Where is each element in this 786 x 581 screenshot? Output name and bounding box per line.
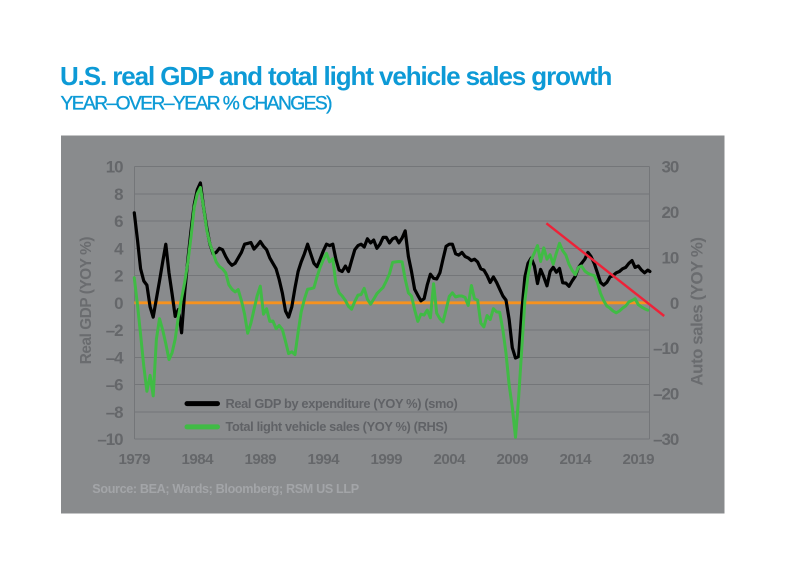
svg-text:1979: 1979 [119, 451, 151, 468]
svg-text:Real GDP by expenditure (YOY %: Real GDP by expenditure (YOY %) (smo) [226, 396, 458, 411]
svg-text:–30: –30 [653, 430, 679, 449]
svg-text:–2: –2 [106, 321, 123, 340]
svg-text:U.S. real GDP and total light: U.S. real GDP and total light vehicle sa… [60, 61, 612, 91]
svg-text:0: 0 [114, 294, 123, 313]
svg-text:Total light vehicle sales (YOY: Total light vehicle sales (YOY %) (RHS) [226, 419, 448, 434]
svg-text:8: 8 [114, 185, 123, 204]
svg-text:Source: BEA; Wards; Bloomberg;: Source: BEA; Wards; Bloomberg; RSM US LL… [92, 482, 358, 496]
svg-text:–20: –20 [653, 385, 679, 404]
svg-text:4: 4 [114, 239, 124, 258]
svg-text:2004: 2004 [434, 451, 467, 468]
svg-text:10: 10 [662, 248, 679, 267]
svg-text:YEAR–OVER–YEAR % CHANGES): YEAR–OVER–YEAR % CHANGES) [61, 93, 333, 114]
svg-text:1999: 1999 [371, 451, 403, 468]
svg-text:Auto sales (YOY %): Auto sales (YOY %) [688, 237, 707, 385]
svg-text:–10: –10 [653, 339, 679, 358]
svg-text:–10: –10 [97, 430, 123, 449]
svg-text:2014: 2014 [560, 451, 593, 468]
svg-text:1989: 1989 [245, 451, 277, 468]
svg-text:Real GDP (YOY %): Real GDP (YOY %) [78, 237, 95, 365]
svg-text:2009: 2009 [497, 451, 529, 468]
svg-text:1984: 1984 [182, 451, 215, 468]
svg-text:–6: –6 [106, 376, 123, 395]
svg-text:6: 6 [114, 212, 123, 231]
svg-text:20: 20 [662, 203, 679, 222]
svg-text:30: 30 [662, 158, 679, 177]
svg-text:2019: 2019 [623, 451, 655, 468]
svg-text:2: 2 [114, 267, 123, 286]
svg-text:–4: –4 [106, 348, 124, 367]
svg-text:10: 10 [106, 158, 123, 177]
svg-text:1994: 1994 [308, 451, 341, 468]
svg-text:–8: –8 [106, 403, 123, 422]
svg-text:0: 0 [670, 294, 679, 313]
